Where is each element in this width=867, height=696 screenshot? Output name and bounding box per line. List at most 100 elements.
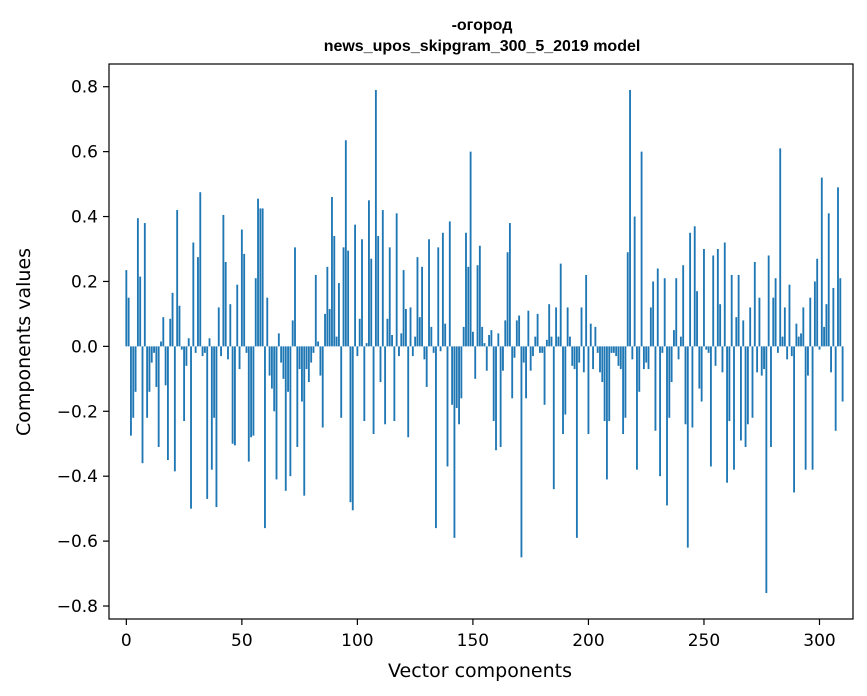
bar-157 xyxy=(488,335,491,347)
bar-206 xyxy=(601,346,604,383)
bar-24 xyxy=(180,346,183,350)
bar-295 xyxy=(807,346,809,376)
bar-152 xyxy=(476,265,479,347)
bar-251 xyxy=(705,346,708,350)
bar-84 xyxy=(319,346,322,376)
bar-115 xyxy=(391,335,393,347)
chart-title-line-1: -огород xyxy=(452,17,513,34)
bar-281 xyxy=(774,278,777,347)
x-tick-label: 200 xyxy=(572,631,604,651)
bar-255 xyxy=(714,346,717,366)
bar-171 xyxy=(520,346,523,558)
bar-235 xyxy=(668,346,671,418)
bar-123 xyxy=(409,307,412,347)
bar-58 xyxy=(259,208,262,347)
bar-203 xyxy=(594,326,597,347)
bar-44 xyxy=(227,346,229,360)
bar-279 xyxy=(770,346,772,447)
bar-62 xyxy=(268,346,271,376)
bar-94 xyxy=(342,247,345,347)
bar-217 xyxy=(626,252,629,347)
bar-208 xyxy=(606,346,608,480)
bar-139 xyxy=(446,346,449,467)
bar-243 xyxy=(686,346,689,548)
bar-155 xyxy=(483,343,486,347)
bar-113 xyxy=(386,318,389,347)
bar-264 xyxy=(735,317,738,347)
bar-100 xyxy=(356,346,359,357)
bar-101 xyxy=(358,318,361,347)
bar-108 xyxy=(374,89,377,347)
bar-72 xyxy=(291,320,294,347)
bar-118 xyxy=(398,346,400,357)
bar-268 xyxy=(744,346,747,447)
bar-140 xyxy=(448,221,451,347)
bar-241 xyxy=(682,265,685,347)
bar-229 xyxy=(654,346,657,431)
bar-172 xyxy=(522,346,525,363)
bar-26 xyxy=(185,346,188,366)
bar-51 xyxy=(243,253,246,347)
y-tick-label: 0.8 xyxy=(71,78,98,98)
bar-185 xyxy=(552,346,555,490)
bar-256 xyxy=(716,249,719,347)
bar-70 xyxy=(287,346,289,392)
bar-272 xyxy=(753,261,756,347)
bar-259 xyxy=(723,242,726,347)
bar-9 xyxy=(146,346,149,418)
bar-207 xyxy=(603,346,606,422)
bar-308 xyxy=(837,187,839,347)
bar-250 xyxy=(703,249,705,347)
bar-74 xyxy=(296,346,299,447)
bar-66 xyxy=(277,333,280,347)
bar-192 xyxy=(569,336,571,347)
bar-92 xyxy=(337,283,340,347)
bar-265 xyxy=(737,274,740,347)
bar-64 xyxy=(273,346,276,412)
bar-257 xyxy=(719,304,722,347)
bar-121 xyxy=(404,309,407,347)
bar-130 xyxy=(425,346,428,387)
bar-188 xyxy=(559,263,562,347)
bar-46 xyxy=(231,346,234,444)
bar-98 xyxy=(351,346,354,511)
bar-128 xyxy=(421,266,424,347)
bar-227 xyxy=(649,307,652,347)
bar-290 xyxy=(795,323,798,347)
bar-267 xyxy=(742,320,745,347)
bar-127 xyxy=(418,317,421,347)
bar-68 xyxy=(282,346,285,379)
bar-63 xyxy=(270,346,273,389)
bar-88 xyxy=(328,309,331,347)
bar-36 xyxy=(208,338,211,347)
bar-205 xyxy=(599,346,601,373)
bar-287 xyxy=(788,284,791,347)
bar-138 xyxy=(444,323,447,347)
bar-216 xyxy=(624,346,627,418)
bar-193 xyxy=(571,346,574,366)
bar-145 xyxy=(460,346,463,399)
bar-240 xyxy=(679,336,682,347)
bar-186 xyxy=(555,307,558,347)
bar-297 xyxy=(811,346,814,470)
bar-165 xyxy=(506,252,509,347)
bar-110 xyxy=(379,346,382,383)
bar-292 xyxy=(800,333,802,347)
bar-273 xyxy=(756,346,759,373)
bar-173 xyxy=(525,346,527,399)
bars-group xyxy=(125,89,844,594)
bar-177 xyxy=(534,336,537,347)
bar-284 xyxy=(781,336,784,347)
bar-278 xyxy=(767,255,770,347)
bar-23 xyxy=(178,305,181,347)
bar-209 xyxy=(608,346,611,422)
bar-96 xyxy=(347,250,350,347)
bar-234 xyxy=(666,346,668,506)
bar-263 xyxy=(733,346,735,470)
bar-34 xyxy=(203,346,206,353)
bar-302 xyxy=(823,326,826,347)
bar-11 xyxy=(150,346,153,363)
bar-305 xyxy=(830,346,832,373)
bar-67 xyxy=(280,346,283,363)
bar-166 xyxy=(508,223,511,347)
